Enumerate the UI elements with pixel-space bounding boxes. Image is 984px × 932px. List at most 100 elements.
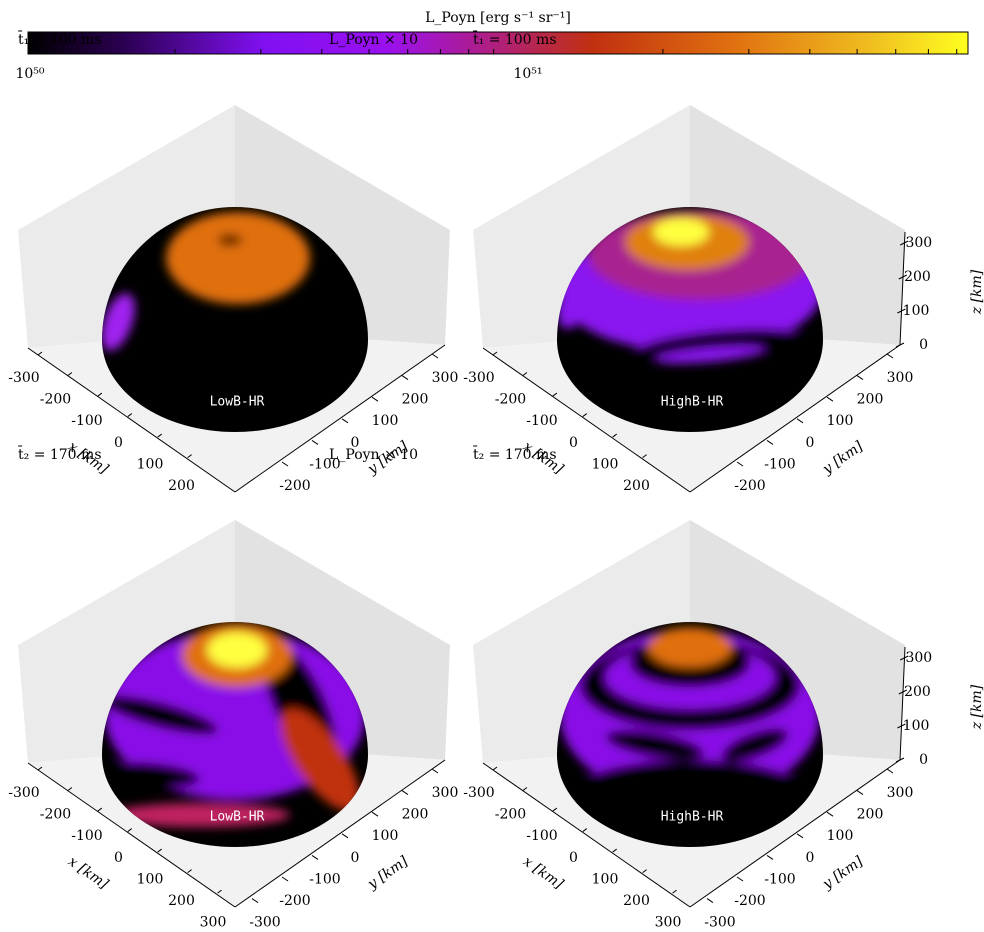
x-tick-label: -200 [495, 807, 526, 823]
x-tick-label: 0 [569, 435, 578, 451]
x-tick [217, 889, 222, 894]
x-tick-label: 200 [168, 478, 195, 494]
y-tick [856, 375, 864, 381]
flux-region [102, 695, 219, 735]
x-tick-label: -300 [463, 370, 494, 386]
flux [560, 627, 820, 830]
y-tick [341, 833, 349, 839]
y-tick [856, 790, 864, 796]
colorbar-tick: 10⁵⁰ [15, 66, 44, 82]
colorbar-label: L_Poyn [erg s⁻¹ sr⁻¹] [425, 10, 571, 26]
y-tick [431, 353, 439, 359]
y-tick-label: 0 [351, 435, 360, 451]
y-tick-label: 300 [887, 370, 914, 386]
flux-region [166, 212, 310, 304]
y-axis-label: y [km] [819, 438, 866, 478]
x-tick [37, 766, 43, 771]
x-tick-label: -200 [495, 392, 526, 408]
y-tick [401, 375, 409, 381]
z-tick-label: 200 [904, 684, 931, 700]
z-tick [895, 342, 905, 348]
time-label: t̄₂ = 170 ms [473, 445, 557, 463]
z-tick [897, 308, 906, 314]
y-tick-label: 300 [432, 785, 459, 801]
y-tick-label: -100 [309, 456, 340, 472]
y-tick [281, 876, 289, 882]
flux [102, 212, 310, 351]
z-tick [897, 723, 906, 729]
x-tick [612, 848, 617, 853]
y-tick-label: -200 [279, 478, 310, 494]
x-axis-label: x [km] [65, 854, 112, 893]
x-tick-label: 200 [168, 893, 195, 909]
y-tick-label: -200 [279, 893, 310, 909]
z-tick [898, 689, 908, 695]
scale-note: L_Poyn × 10 [329, 32, 418, 48]
y-tick [281, 461, 289, 467]
y-tick-label: 300 [887, 785, 914, 801]
flux-region [102, 293, 135, 351]
x-tick [522, 787, 528, 791]
x-tick-label: 200 [623, 893, 650, 909]
x-tick-label: 300 [655, 915, 682, 928]
colorbar [27, 31, 969, 55]
x-tick-label: -300 [8, 370, 39, 386]
x-tick [582, 413, 588, 417]
x-tick [582, 828, 588, 832]
x-tick [67, 372, 73, 376]
y-tick [826, 811, 834, 817]
x-tick-label: -100 [71, 828, 102, 844]
colorbar-tick: 10⁵¹ [513, 66, 542, 82]
y-axis [234, 759, 446, 908]
model-label: HighB-HR [661, 395, 724, 410]
x-tick-label: 300 [200, 915, 227, 928]
x-tick [67, 787, 73, 791]
x-tick-label: -200 [40, 807, 71, 823]
surface [102, 623, 365, 827]
x-tick-label: -100 [526, 828, 557, 844]
y-tick [886, 353, 894, 359]
y-tick-label: -200 [734, 478, 765, 494]
z-tick-label: 100 [903, 718, 930, 734]
surface [560, 627, 820, 830]
y-axis-label: y [km] [364, 853, 411, 893]
x-tick-label: 100 [137, 871, 164, 887]
x-tick-label: 100 [592, 456, 619, 472]
model-label: HighB-HR [661, 810, 724, 825]
y-tick-label: 0 [351, 850, 360, 866]
z-tick [895, 757, 905, 763]
x-tick [37, 351, 43, 356]
x-tick-label: 0 [114, 850, 123, 866]
x-tick [157, 433, 162, 438]
y-tick [796, 418, 804, 424]
y-tick [311, 439, 319, 445]
x-axis [482, 762, 691, 908]
z-axis-label: z [km] [969, 269, 984, 315]
y-tick [826, 396, 834, 402]
y-tick [886, 768, 894, 774]
x-tick-label: 200 [623, 478, 650, 494]
flux-region [655, 346, 765, 364]
flux-region [110, 803, 290, 827]
y-tick-label: 100 [372, 828, 399, 844]
flux-region [218, 234, 242, 246]
z-axis [899, 646, 906, 761]
x-tick [187, 869, 192, 874]
flux-region [653, 218, 709, 246]
y-tick-label: 100 [827, 413, 854, 429]
y-tick [736, 876, 744, 882]
y-tick-label: 200 [857, 807, 884, 823]
x-tick [187, 454, 192, 459]
x-tick [492, 351, 498, 356]
x-tick [552, 807, 558, 812]
y-tick-label: 100 [827, 828, 854, 844]
y-tick [371, 811, 379, 817]
flux-region [605, 730, 705, 760]
x-tick-label: -300 [463, 785, 494, 801]
time-label: t̄₁ = 100 ms [473, 30, 557, 48]
x-axis [27, 762, 236, 908]
flux [557, 210, 822, 364]
y-tick-label: 200 [402, 392, 429, 408]
y-tick-label: -300 [704, 915, 735, 928]
